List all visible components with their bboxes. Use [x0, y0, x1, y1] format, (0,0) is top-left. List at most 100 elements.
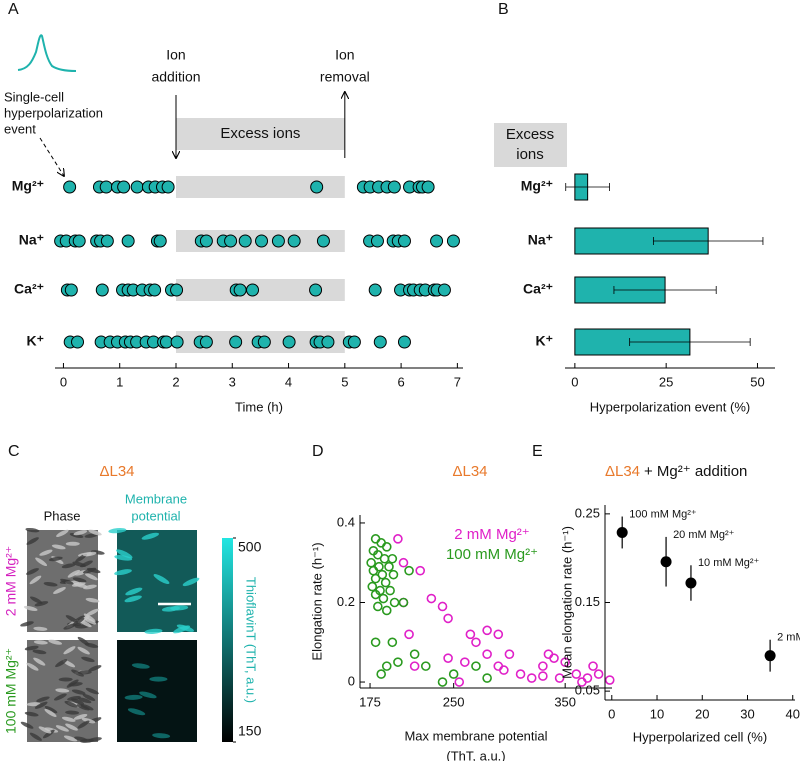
error-bar — [565, 183, 610, 191]
cell — [67, 696, 81, 701]
cell — [33, 657, 46, 666]
cell — [152, 733, 171, 739]
point — [374, 561, 384, 572]
cell — [63, 735, 78, 742]
x-tick-label: 5 — [341, 374, 348, 389]
point — [370, 534, 381, 544]
row-label: Na⁺ — [19, 232, 44, 248]
event-dot — [321, 335, 335, 349]
point — [381, 605, 392, 616]
cell — [61, 716, 76, 722]
cell — [124, 595, 142, 603]
point — [454, 677, 465, 687]
cell — [26, 568, 39, 575]
row-label: Mg²⁺ — [12, 178, 44, 194]
event-dot — [130, 180, 144, 194]
cell — [58, 677, 73, 682]
cell — [83, 613, 96, 623]
cell — [144, 628, 163, 634]
event-dot — [309, 283, 323, 297]
point — [493, 629, 504, 640]
x-tick-label: 20 — [695, 706, 709, 721]
cell — [35, 557, 48, 567]
column-label: potential — [131, 508, 180, 523]
x-tick-label: 10 — [650, 706, 664, 721]
cell — [84, 573, 98, 581]
point — [409, 661, 420, 671]
cell — [48, 556, 63, 562]
point — [404, 629, 414, 640]
event-dot — [310, 180, 324, 194]
panel-label: E — [532, 443, 543, 460]
point — [398, 597, 409, 608]
colorbar — [222, 538, 233, 742]
point — [437, 601, 448, 612]
cell — [77, 720, 90, 729]
event-dot — [229, 335, 243, 349]
fluorescence-image — [117, 530, 197, 632]
event-arrow — [39, 137, 64, 176]
point-label: 10 mM Mg²⁺ — [698, 557, 760, 569]
event-dot — [64, 283, 78, 297]
error-bar — [613, 286, 717, 294]
row-label: K⁺ — [536, 333, 554, 349]
event-label: hyperpolarization — [4, 105, 103, 120]
error-bar — [652, 237, 764, 245]
row-label: Ca²⁺ — [14, 281, 44, 297]
cell — [51, 544, 66, 550]
cell — [24, 645, 39, 651]
row-label: K⁺ — [27, 333, 45, 349]
colorbar-tick-label: 500 — [238, 539, 262, 555]
panel-title: ΔL34 — [605, 463, 640, 480]
cell — [88, 529, 102, 536]
point — [437, 677, 448, 687]
point — [367, 581, 378, 592]
event-label: event — [4, 121, 36, 136]
point — [377, 569, 388, 580]
event-dot — [246, 283, 260, 297]
event-dot — [257, 335, 271, 349]
cell — [33, 640, 48, 645]
cell — [34, 601, 49, 607]
event-dot — [199, 335, 213, 349]
panel-label: B — [498, 1, 509, 18]
point — [554, 673, 565, 683]
cell — [153, 574, 170, 584]
x-tick-label: 25 — [659, 374, 673, 389]
point — [538, 661, 548, 671]
cell — [42, 729, 55, 739]
cell — [65, 615, 79, 623]
point — [370, 589, 381, 600]
colorbar-tick-label: 150 — [238, 723, 262, 739]
cell — [81, 656, 95, 663]
event-dot — [170, 335, 184, 349]
point — [373, 549, 383, 560]
cell — [38, 726, 52, 734]
point — [443, 653, 453, 663]
shade-header — [175, 118, 345, 150]
point — [370, 573, 381, 584]
x-tick-label: 175 — [359, 694, 381, 709]
cell — [64, 701, 78, 708]
event-dot — [161, 180, 175, 194]
event-dot — [255, 234, 269, 248]
cell — [88, 665, 102, 672]
point — [378, 593, 389, 604]
panel-label: C — [8, 443, 20, 460]
event-dot — [287, 234, 301, 248]
point — [389, 597, 400, 608]
panel-title: ΔL34 — [452, 463, 487, 480]
cell — [85, 597, 100, 603]
event-dot — [373, 335, 387, 349]
point — [385, 585, 395, 596]
x-tick-label: 0 — [60, 374, 67, 389]
event-label: Single-cell — [4, 89, 64, 104]
cell — [72, 577, 87, 583]
y-tick-label: 0 — [348, 673, 355, 688]
cell — [71, 689, 86, 695]
point — [616, 526, 628, 538]
event-dot — [117, 180, 131, 194]
event-dot — [368, 283, 382, 297]
point — [588, 661, 598, 671]
